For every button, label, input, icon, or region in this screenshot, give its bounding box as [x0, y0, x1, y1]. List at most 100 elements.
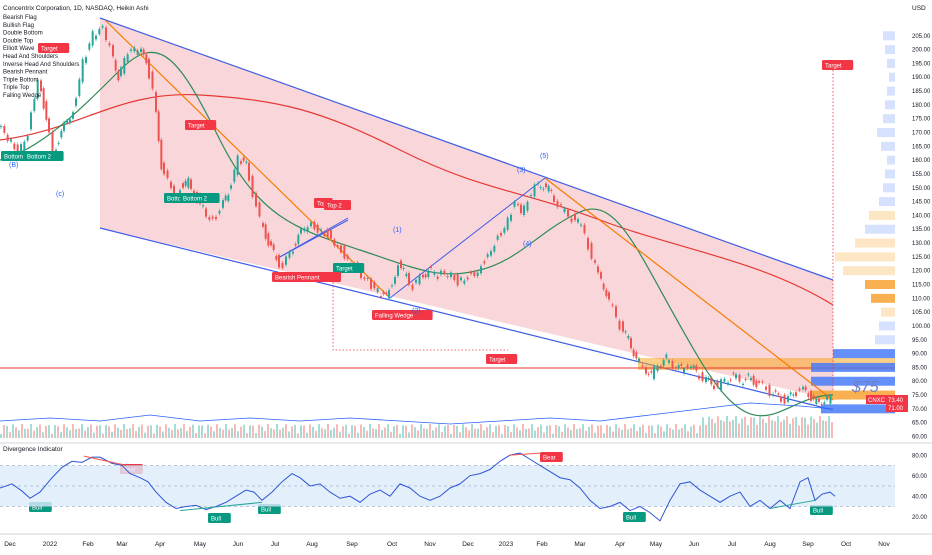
volume-bar	[795, 416, 797, 438]
volume-bar	[12, 424, 14, 438]
candle-body	[723, 378, 726, 382]
bull-label-3: Bull	[261, 508, 271, 514]
volume-bar	[771, 420, 773, 438]
volume-bar	[261, 426, 263, 438]
candle-body	[376, 288, 379, 292]
candle-body	[716, 381, 719, 387]
candle-body	[732, 372, 735, 374]
volume-bar	[729, 421, 731, 438]
volume-bar	[300, 425, 302, 438]
candle-body	[727, 382, 729, 385]
volume-bar	[465, 427, 467, 438]
pattern-legend-item: Bearish Flag	[3, 15, 37, 21]
candle-body	[10, 139, 12, 142]
candle-body	[258, 202, 261, 217]
candle-body	[285, 256, 287, 265]
candle-body	[45, 101, 48, 120]
volume-bar	[207, 424, 209, 438]
volume-bar	[252, 425, 254, 438]
volume-bar	[690, 426, 692, 438]
volume-bar	[819, 416, 821, 438]
bull-label-4-bg	[623, 512, 646, 522]
candle-body	[605, 289, 608, 297]
bull-label-5-bg	[810, 505, 833, 515]
candle-body	[686, 365, 689, 369]
candle-body	[330, 230, 332, 239]
volume-bar	[186, 431, 188, 438]
volume-bar	[153, 433, 155, 438]
candle-body	[818, 399, 820, 402]
price-tick-label: 115.00	[912, 283, 931, 289]
candle-body	[705, 377, 707, 383]
candle-body	[424, 274, 427, 278]
botto-label: Botto	[167, 197, 182, 203]
candle-body	[215, 216, 217, 220]
volume-bar	[828, 416, 830, 438]
candle-body	[510, 214, 512, 221]
candle-body	[583, 224, 586, 234]
volume-bar	[471, 424, 473, 438]
volume-bar	[543, 432, 545, 438]
volume-bar	[210, 426, 212, 438]
indicator-title: Divergence Indicator	[3, 446, 63, 453]
last-price-badge: 73.40	[888, 398, 904, 404]
volume-bar	[714, 423, 716, 438]
candle-body	[744, 379, 747, 381]
bottom-2-label-b: Bottom 2	[183, 197, 208, 203]
target-label-3: Target	[825, 64, 842, 70]
candle-body	[130, 49, 132, 51]
volume-bar	[195, 432, 197, 438]
volume-bar	[162, 431, 164, 438]
volume-bar	[804, 417, 806, 438]
candle-body	[394, 277, 396, 284]
volume-bar	[285, 424, 287, 438]
volume-bar	[177, 429, 179, 438]
volume-bar	[279, 429, 281, 438]
candle-body	[755, 380, 758, 387]
candle-body	[810, 391, 812, 401]
candle-body	[400, 260, 402, 269]
bull-label-3-bg	[258, 504, 281, 514]
volume-bar	[48, 425, 50, 438]
candle-body	[408, 273, 410, 285]
volume-bar	[555, 424, 557, 438]
volume-bar	[756, 424, 758, 438]
chart-title: Concentrix Corporation, 1D, NASDAQ, Heik…	[3, 5, 149, 12]
volume-profile-bar	[883, 183, 895, 193]
volume-bar	[294, 424, 296, 438]
candle-body	[255, 192, 257, 207]
volume-bar	[732, 419, 734, 438]
candle-body	[463, 280, 466, 284]
volume-bar	[594, 432, 596, 438]
volume-bar	[645, 432, 647, 438]
candle-body	[211, 216, 214, 219]
volume-bar	[759, 416, 761, 438]
time-tick-label: Dec	[4, 541, 16, 548]
candle-body	[550, 190, 553, 192]
candle-body	[580, 224, 582, 226]
candle-body	[205, 208, 207, 217]
volume-profile-bar	[881, 307, 895, 317]
candle-body	[297, 235, 300, 244]
candle-body	[453, 275, 456, 281]
candle-body	[170, 181, 172, 189]
volume-bar	[411, 424, 413, 438]
candle-body	[85, 57, 87, 63]
target-label-5: Target	[336, 267, 353, 273]
price-tick-label: 150.00	[912, 186, 931, 192]
volume-bar	[45, 425, 47, 438]
candle-body	[275, 255, 278, 260]
volume-bar	[105, 424, 107, 438]
volume-bar	[264, 431, 266, 438]
candle-body	[336, 245, 339, 247]
volume-bar	[672, 429, 674, 438]
candle-body	[547, 185, 550, 192]
volume-bar	[225, 424, 227, 438]
candle-body	[13, 143, 16, 150]
candle-body	[710, 377, 713, 385]
volume-bar	[333, 427, 335, 438]
candle-body	[373, 282, 376, 289]
volume-bar	[345, 424, 347, 438]
candle-body	[560, 204, 562, 206]
